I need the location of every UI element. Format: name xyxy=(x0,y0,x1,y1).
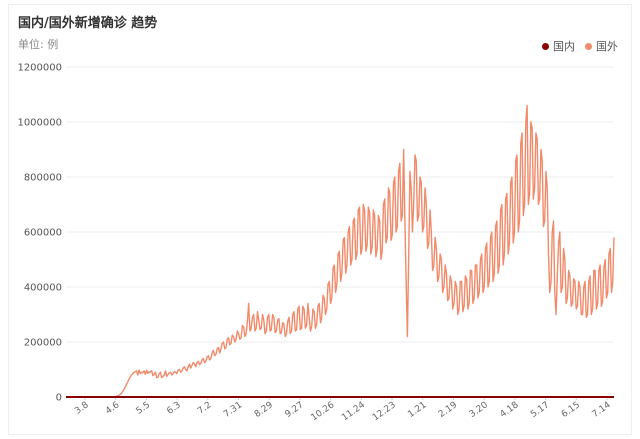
x-tick-label: 3.8 xyxy=(73,400,91,417)
x-tick-label: 6.3 xyxy=(165,400,182,416)
x-tick-label: 6.15 xyxy=(560,400,582,420)
x-tick-label: 7.14 xyxy=(591,400,613,420)
x-tick-label: 12.23 xyxy=(371,400,398,423)
x-tick-label: 4.18 xyxy=(498,400,520,420)
x-tick-label: 5.17 xyxy=(529,400,551,420)
y-tick-label: 600000 xyxy=(24,228,62,239)
legend-dot-icon xyxy=(542,42,549,50)
x-tick-label: 9.27 xyxy=(284,400,306,420)
x-tick-label: 7.31 xyxy=(222,400,244,420)
x-tick-label: 5.5 xyxy=(135,400,152,416)
series-line-foreign xyxy=(66,104,615,398)
x-tick-label: 1.21 xyxy=(406,400,428,420)
unit-label: 单位: 例 xyxy=(18,38,59,51)
x-tick-label: 4.6 xyxy=(104,400,122,417)
y-tick-label: 0 xyxy=(56,393,62,404)
x-tick-label: 2.19 xyxy=(437,400,459,420)
y-tick-label: 1000000 xyxy=(17,118,62,129)
x-tick-label: 11.24 xyxy=(340,400,367,423)
legend: 国内 国外 xyxy=(542,38,618,54)
legend-label: 国内 xyxy=(553,40,575,53)
y-tick-label: 200000 xyxy=(24,338,62,349)
legend-item-domestic[interactable]: 国内 xyxy=(542,38,575,54)
y-tick-label: 800000 xyxy=(24,173,62,184)
x-tick-label: 10.26 xyxy=(310,400,337,423)
legend-dot-icon xyxy=(585,42,592,50)
chart-title: 国内/国外新增确诊 趋势 xyxy=(18,16,158,31)
x-tick-label: 7.2 xyxy=(196,400,213,416)
legend-item-foreign[interactable]: 国外 xyxy=(585,38,618,54)
legend-label: 国外 xyxy=(596,40,618,53)
x-tick-label: 8.29 xyxy=(253,400,275,420)
chart-card xyxy=(8,4,632,435)
x-tick-label: 3.20 xyxy=(468,400,490,420)
y-tick-label: 400000 xyxy=(24,283,62,294)
y-tick-label: 1200000 xyxy=(17,63,62,74)
